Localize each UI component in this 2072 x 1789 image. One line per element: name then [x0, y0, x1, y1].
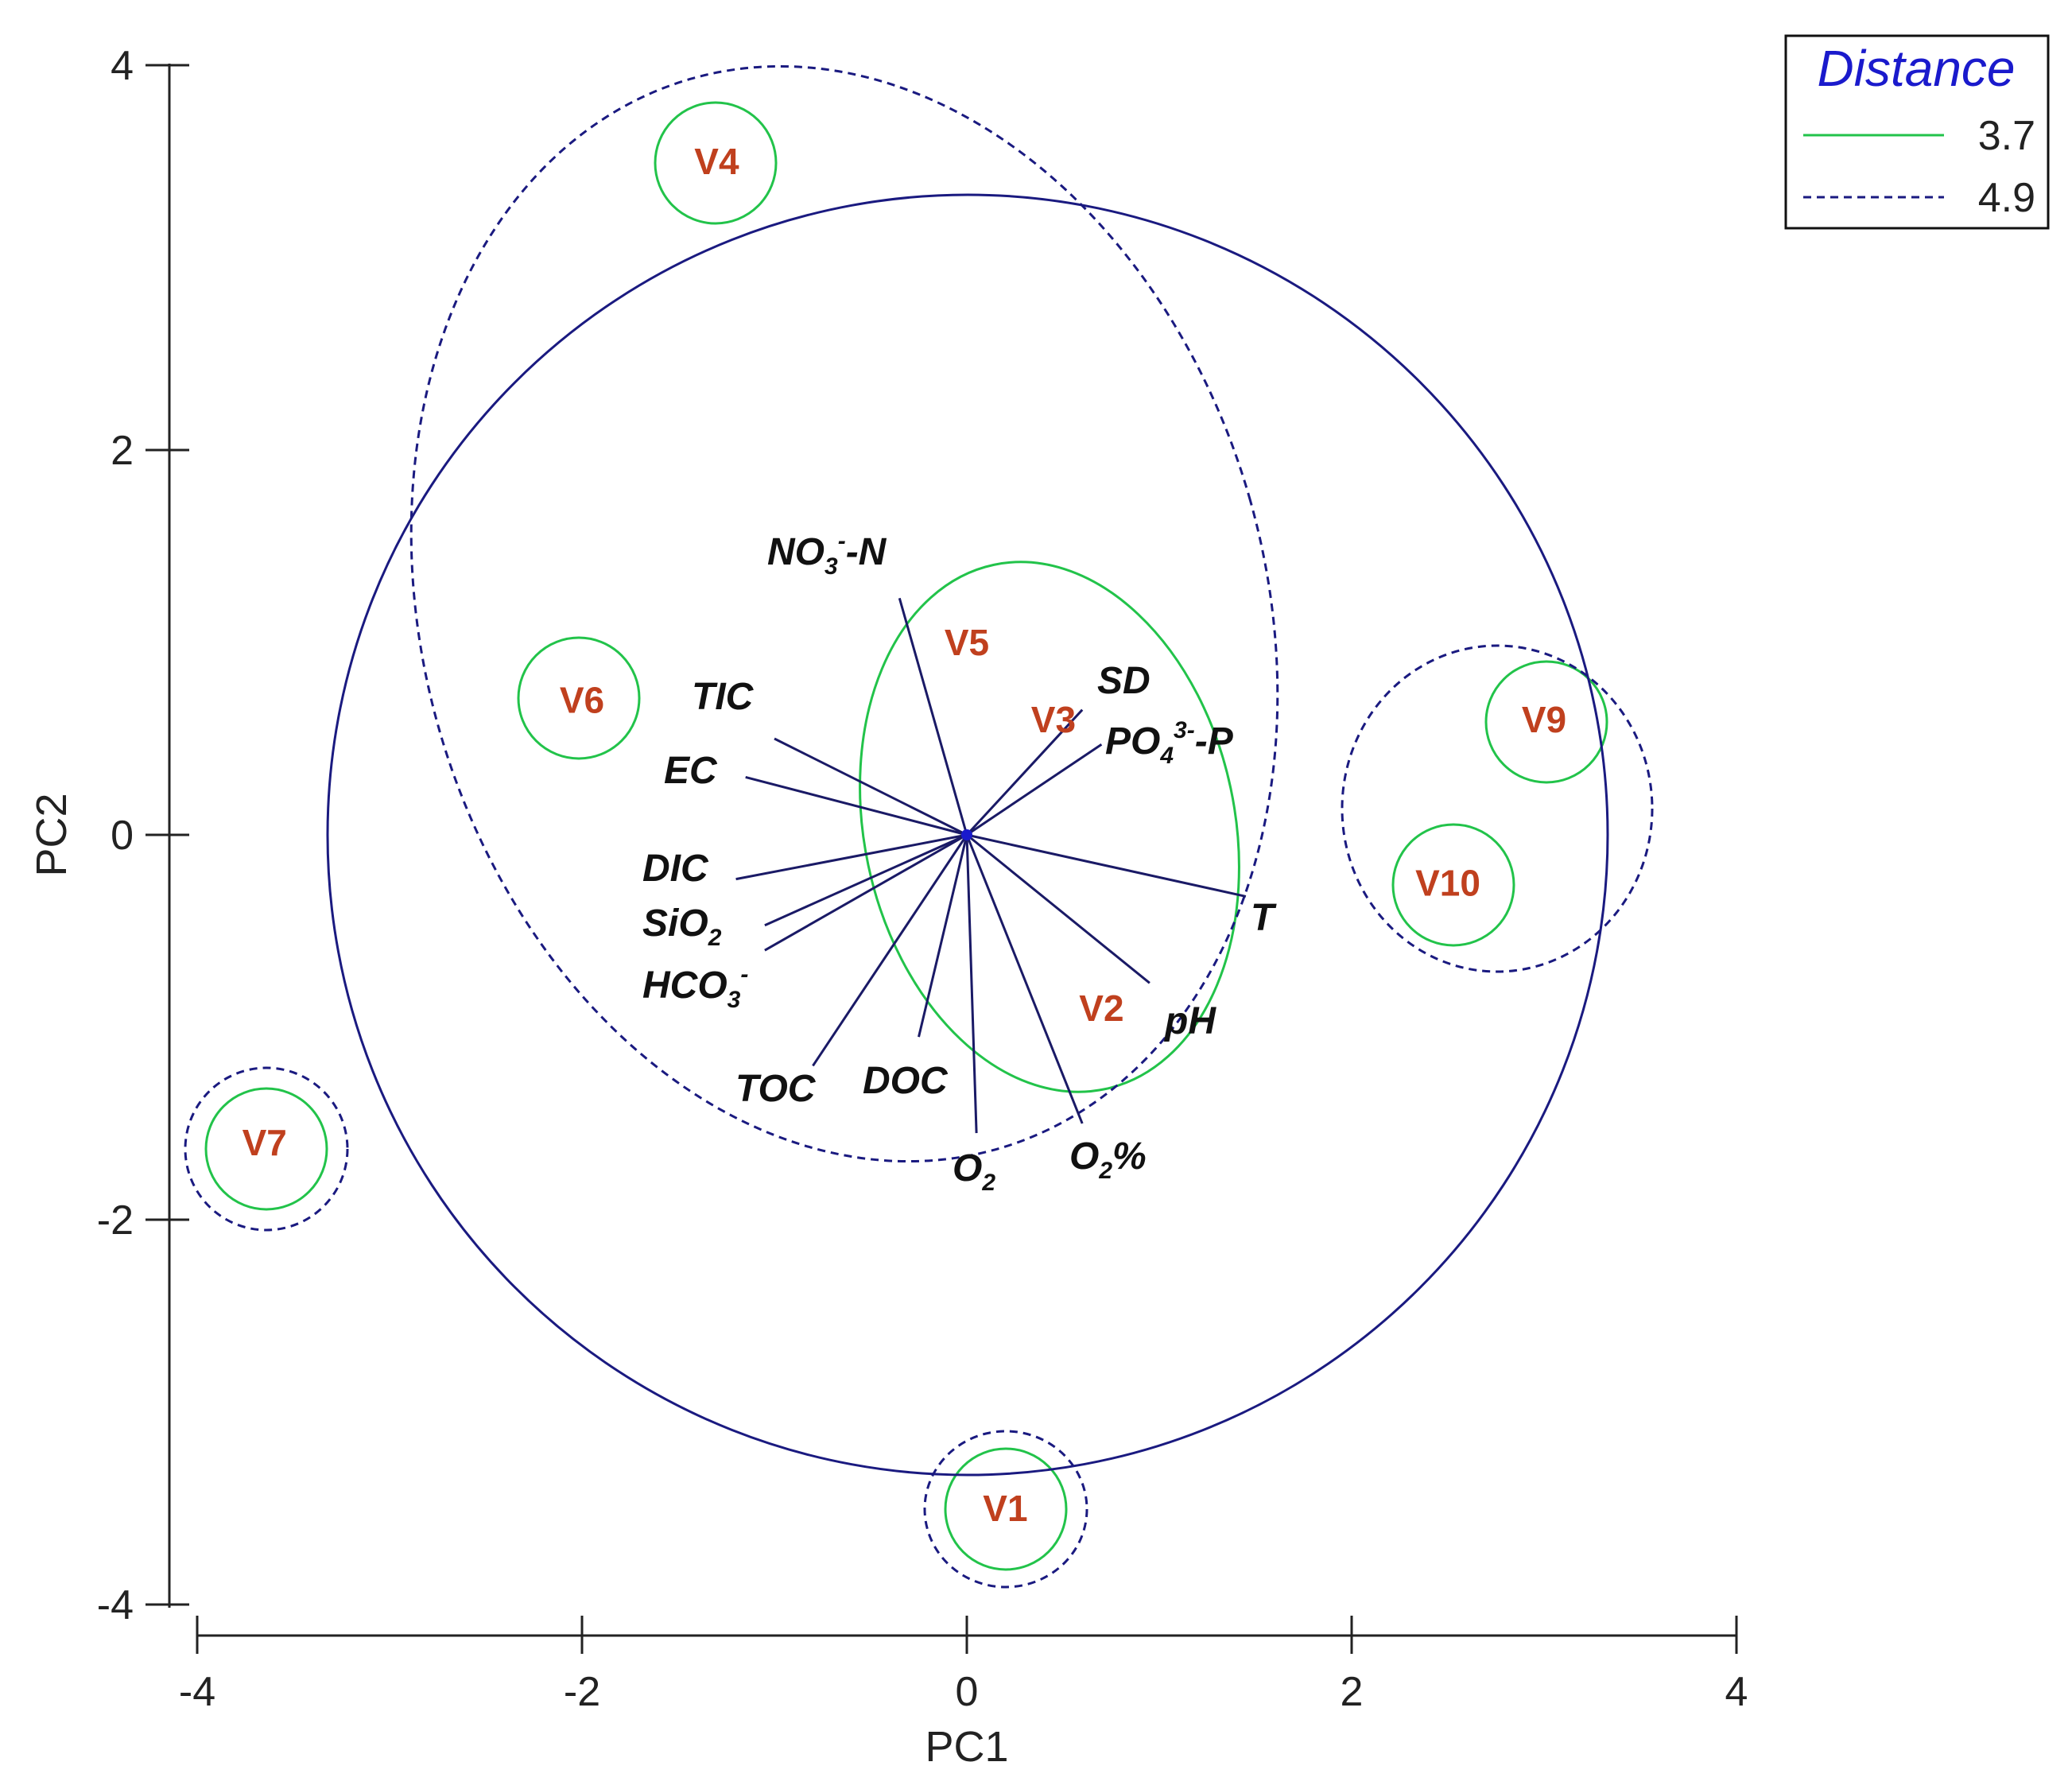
legend-label-4-9: 4.9 [1978, 175, 2035, 221]
site-label-v4: V4 [694, 141, 739, 182]
y-tick-label: -2 [97, 1197, 134, 1244]
var-label-doc: DOC [863, 1060, 949, 1102]
y-axis-title: PC2 [28, 793, 76, 876]
var-label-po4-p: PO43--P [1105, 717, 1234, 769]
var-label-tic: TIC [692, 676, 755, 718]
var-label-no3-n: NO3--N [767, 528, 887, 580]
var-label-ec: EC [664, 750, 718, 792]
site-label-v7: V7 [243, 1122, 287, 1163]
x-tick-label: 0 [956, 1669, 979, 1715]
cluster-4-9-v2-v6 [409, 64, 1279, 1163]
y-axis-ticks: 4 2 0 -2 -4 [97, 43, 189, 1628]
legend-title: Distance [1818, 40, 2016, 97]
site-label-v2: V2 [1079, 988, 1123, 1029]
site-label-v6: V6 [560, 680, 604, 721]
loading-vector [812, 834, 968, 1067]
legend: Distance 3.7 4.9 [1784, 34, 2050, 230]
loading-vector [774, 737, 968, 836]
origin-point [961, 829, 972, 840]
cluster-3-7-v4 [654, 101, 778, 225]
legend-label-3-7: 3.7 [1978, 113, 2035, 159]
site-label-v9: V9 [1522, 699, 1566, 740]
var-label-sd: SD [1097, 660, 1150, 702]
y-tick-label: 0 [111, 813, 134, 859]
loading-vectors [735, 597, 1247, 1134]
var-label-o2-pct: O2% [1069, 1135, 1147, 1184]
var-label-ph: pH [1163, 1000, 1216, 1042]
x-axis-title: PC1 [925, 1723, 1008, 1771]
loading-vector [898, 597, 968, 836]
loading-vector [965, 834, 1084, 1124]
y-tick-label: -4 [97, 1582, 134, 1628]
loading-vector [764, 833, 968, 927]
var-label-dic: DIC [642, 848, 709, 890]
site-label-v5: V5 [945, 622, 989, 663]
loading-vector [966, 743, 1103, 836]
cluster-3-7-v7 [204, 1087, 328, 1211]
cluster-3-7-v10 [1391, 823, 1515, 947]
cluster-outer-circle [326, 193, 1609, 1477]
loading-vector [965, 708, 1084, 836]
cluster-3-7-v1 [944, 1447, 1068, 1571]
x-axis-ticks: -4 -2 0 2 4 [179, 1616, 1748, 1715]
y-tick-label: 2 [111, 428, 134, 474]
loading-vector [965, 834, 978, 1134]
loading-vector [735, 833, 968, 881]
cluster-3-7-v6 [517, 636, 641, 760]
x-tick-label: -2 [564, 1669, 600, 1715]
x-tick-label: 2 [1341, 1669, 1364, 1715]
loading-vector [918, 834, 968, 1038]
cluster-4-9-v7 [184, 1066, 349, 1232]
cluster-4-9-v9-v10 [1341, 644, 1654, 973]
cluster-outlines [184, 64, 1654, 1589]
var-label-o2: O2 [953, 1147, 995, 1196]
site-label-v1: V1 [983, 1488, 1027, 1529]
loading-vector [966, 833, 1150, 984]
site-labels: V1 V2 V3 V4 V5 V6 V7 V9 V10 [243, 141, 1567, 1529]
loading-vector [764, 833, 968, 952]
cluster-3-7-v9 [1484, 660, 1608, 784]
x-tick-label: 4 [1725, 1669, 1748, 1715]
site-label-v3: V3 [1031, 699, 1076, 740]
var-label-t: T [1251, 897, 1277, 939]
var-label-toc: TOC [735, 1068, 817, 1110]
x-tick-label: -4 [179, 1669, 215, 1715]
var-label-hco3: HCO3- [642, 961, 748, 1013]
var-label-sio2: SiO2 [642, 902, 722, 951]
site-label-v10: V10 [1415, 863, 1480, 904]
cluster-4-9-v1 [923, 1430, 1088, 1589]
loading-vector [745, 775, 968, 836]
y-tick-label: 4 [111, 43, 134, 89]
cluster-3-7-v2-v3-v5 [859, 561, 1240, 1093]
loading-vector [966, 833, 1247, 898]
